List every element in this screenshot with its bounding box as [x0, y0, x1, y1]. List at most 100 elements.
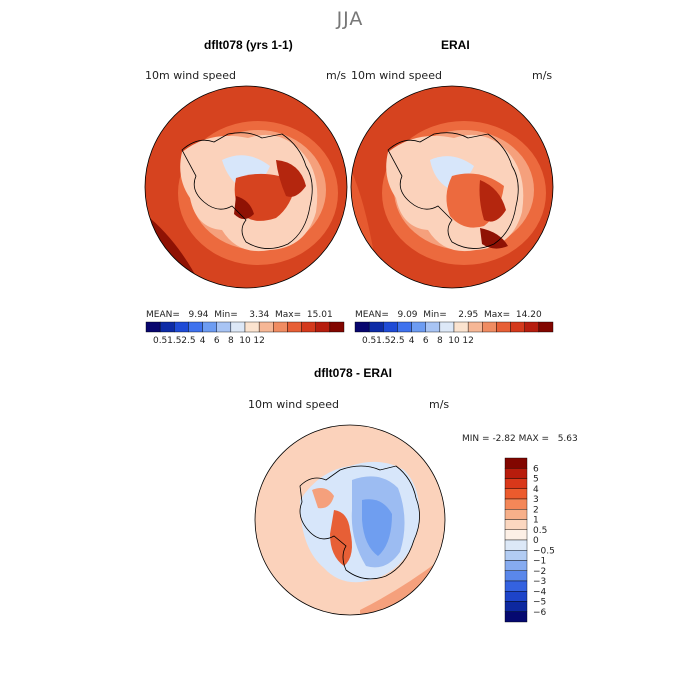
diff-colorbar-tick-8: −0.5 — [533, 546, 555, 556]
diff-colorbar-swatch-2 — [504, 478, 528, 489]
obs-max-value: 14.20 — [515, 310, 542, 320]
obs-field-label: 10m wind speed — [351, 69, 442, 82]
model-colorbar-swatch-9 — [273, 321, 288, 333]
diff-colorbar-swatch-1 — [504, 468, 528, 479]
diff-colorbar-tick-9: −1 — [533, 557, 546, 567]
obs-map — [350, 85, 554, 289]
obs-colorbar-swatch-13 — [538, 321, 554, 333]
diff-field-label: 10m wind speed — [248, 398, 339, 411]
model-units-label: m/s — [326, 69, 347, 82]
model-colorbar-swatch-11 — [301, 321, 316, 333]
model-colorbar: 0.5 1.5 2.5 4 6 8 10 12 — [145, 321, 345, 346]
diff-min-value: -2.82 — [492, 434, 516, 444]
diff-colorbar-swatch-12 — [504, 580, 528, 592]
diff-colorbar-swatch-8 — [504, 539, 528, 551]
diff-colorbar-swatch-5 — [504, 509, 528, 520]
model-colorbar-swatch-5 — [216, 321, 232, 333]
obs-colorbar-swatch-6 — [439, 321, 455, 333]
model-field-label: 10m wind speed — [145, 69, 236, 82]
obs-mean-value: 9.09 — [397, 310, 418, 320]
diff-colorbar-swatch-6 — [504, 519, 528, 530]
model-colorbar-swatch-10 — [287, 321, 302, 333]
diff-colorbar-swatch-0 — [504, 457, 528, 469]
diff-colorbar-swatch-3 — [504, 488, 528, 500]
model-max-value: 15.01 — [306, 310, 333, 320]
obs-colorbar-swatch-3 — [397, 321, 412, 333]
model-colorbar-tick-4: 6 — [214, 336, 220, 346]
diff-colorbar-tick-0: 6 — [533, 464, 539, 474]
model-colorbar-swatch-2 — [174, 321, 189, 333]
obs-colorbar-swatch-5 — [425, 321, 441, 333]
model-colorbar-swatch-12 — [315, 321, 331, 333]
model-colorbar-tick-0: 0.5 — [153, 336, 167, 346]
obs-colorbar-tick-3: 4 — [409, 336, 415, 346]
season-title: JJA — [336, 8, 364, 30]
obs-max-label: Max= — [484, 310, 511, 320]
diff-colorbar-tick-2: 4 — [533, 485, 539, 495]
diff-colorbar-tick-12: −4 — [533, 587, 547, 597]
obs-colorbar-swatch-8 — [467, 321, 483, 333]
diff-colorbar-tick-6: 0.5 — [533, 526, 547, 536]
diff-min-label: MIN = — [462, 434, 490, 444]
obs-colorbar-tick-6: 10 — [448, 336, 460, 346]
diff-colorbar-tick-3: 3 — [533, 495, 539, 505]
obs-colorbar-swatch-7 — [453, 321, 469, 333]
diff-colorbar-tick-5: 1 — [533, 516, 539, 526]
diff-colorbar-swatch-4 — [504, 498, 528, 510]
model-colorbar-swatch-6 — [230, 321, 246, 333]
obs-min-value: 2.95 — [458, 310, 479, 320]
diff-colorbar-tick-10: −2 — [533, 567, 546, 577]
diff-colorbar-swatch-10 — [504, 560, 528, 571]
model-panel-title: dflt078 (yrs 1-1) — [204, 38, 293, 52]
diff-max-label: MAX = — [518, 434, 550, 444]
model-colorbar-swatch-0 — [145, 321, 161, 333]
model-colorbar-swatch-1 — [159, 321, 175, 333]
obs-colorbar-tick-1: 1.5 — [376, 336, 390, 346]
model-colorbar-swatch-8 — [258, 321, 274, 333]
diff-colorbar-tick-7: 0 — [533, 536, 539, 546]
model-colorbar-tick-1: 1.5 — [167, 336, 181, 346]
diff-colorbar-swatch-11 — [504, 570, 528, 582]
diff-colorbar-swatch-7 — [504, 529, 528, 541]
model-colorbar-tick-6: 10 — [239, 336, 251, 346]
diff-map — [254, 424, 446, 616]
diff-panel-title: dflt078 - ERAI — [314, 366, 393, 380]
diff-max-value: 5.63 — [557, 434, 578, 444]
model-colorbar-swatch-4 — [202, 321, 217, 333]
model-min-label: Min= — [214, 310, 238, 320]
model-colorbar-tick-7: 12 — [253, 336, 264, 346]
model-colorbar-tick-2: 2.5 — [181, 336, 195, 346]
diff-colorbar-tick-1: 5 — [533, 475, 539, 485]
obs-panel-title: ERAI — [441, 38, 470, 52]
diff-colorbar-swatch-15 — [504, 611, 528, 623]
obs-colorbar-tick-4: 6 — [423, 336, 429, 346]
model-map — [144, 85, 348, 289]
model-colorbar-tick-5: 8 — [228, 336, 234, 346]
model-colorbar-tick-3: 4 — [200, 336, 206, 346]
diff-colorbar-swatch-14 — [504, 601, 528, 612]
obs-colorbar-tick-2: 2.5 — [390, 336, 404, 346]
model-stats: MEAN= 9.94 Min= 3.34 Max= 15.01 — [146, 310, 333, 320]
obs-colorbar-swatch-4 — [411, 321, 426, 333]
model-colorbar-swatch-3 — [188, 321, 203, 333]
obs-colorbar-swatch-0 — [354, 321, 370, 333]
obs-colorbar-swatch-11 — [510, 321, 525, 333]
obs-colorbar-tick-0: 0.5 — [362, 336, 376, 346]
diff-colorbar-tick-11: −3 — [533, 577, 546, 587]
obs-stats: MEAN= 9.09 Min= 2.95 Max= 14.20 — [355, 310, 542, 320]
obs-mean-label: MEAN= — [355, 310, 389, 320]
obs-colorbar-tick-5: 8 — [437, 336, 443, 346]
model-mean-label: MEAN= — [146, 310, 180, 320]
diff-units-label: m/s — [429, 398, 450, 411]
obs-min-label: Min= — [423, 310, 447, 320]
diff-colorbar-tick-13: −5 — [533, 598, 546, 608]
obs-colorbar-swatch-1 — [368, 321, 384, 333]
obs-colorbar-swatch-12 — [524, 321, 540, 333]
diff-colorbar-swatch-9 — [504, 550, 528, 561]
diff-colorbar-tick-14: −6 — [533, 608, 547, 618]
obs-colorbar-swatch-9 — [482, 321, 497, 333]
obs-colorbar-swatch-10 — [496, 321, 511, 333]
diff-stats: MIN = -2.82 MAX = 5.63 — [462, 434, 578, 444]
